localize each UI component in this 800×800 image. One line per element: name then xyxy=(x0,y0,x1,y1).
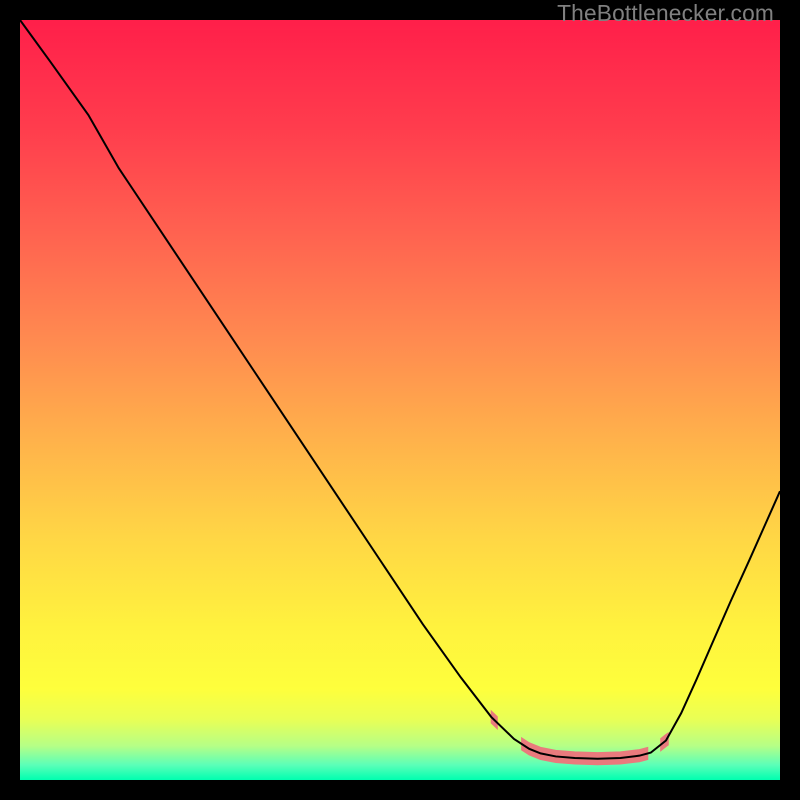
bottleneck-curve xyxy=(20,20,780,759)
chart-frame: TheBottlenecker.com xyxy=(0,0,800,800)
bottleneck-curve-layer xyxy=(20,20,780,780)
marker-band xyxy=(491,711,668,765)
watermark-text: TheBottlenecker.com xyxy=(557,0,774,27)
plot-area xyxy=(20,20,780,780)
